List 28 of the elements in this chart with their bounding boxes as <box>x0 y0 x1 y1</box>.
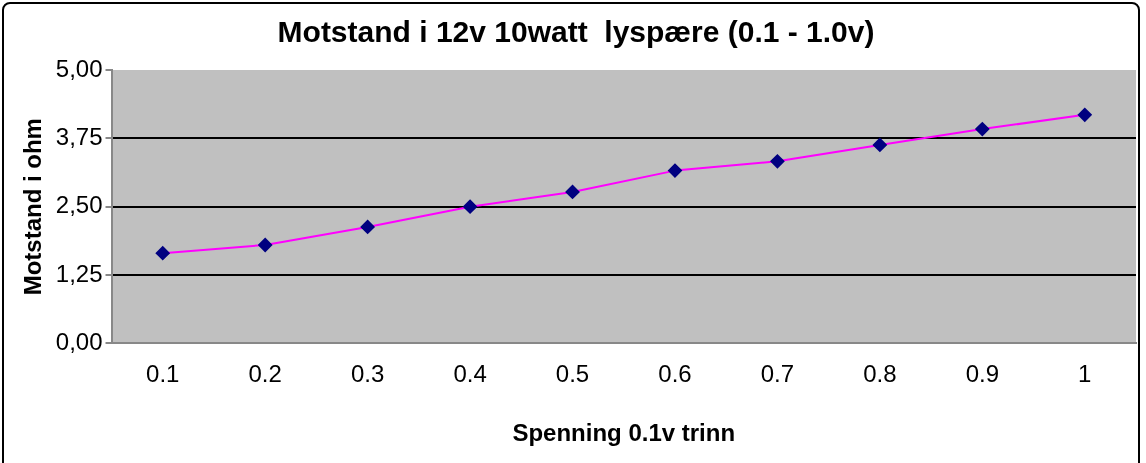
point <box>770 154 785 169</box>
point <box>975 122 990 137</box>
point <box>1077 107 1092 122</box>
x-tick-label: 0.1 <box>146 360 180 388</box>
point <box>872 137 887 152</box>
point <box>463 199 478 214</box>
chart-title: Motstand i 12v 10watt lyspære (0.1 - 1.0v) <box>277 15 875 49</box>
x-tick-label: 1 <box>1078 360 1092 388</box>
y-tick-label: 0,00 <box>55 328 103 356</box>
point <box>155 246 170 261</box>
point <box>667 163 682 178</box>
x-tick-label: 0.5 <box>555 360 590 388</box>
x-tick-label: 0.8 <box>863 360 897 388</box>
point <box>360 219 375 234</box>
x-tick-label: 0.6 <box>658 360 692 388</box>
x-tick-label: 0.3 <box>350 360 385 388</box>
x-tick-label: 0.9 <box>965 360 1000 388</box>
x-tick-label: 0.4 <box>453 360 487 388</box>
y-tick-label: 3,75 <box>55 122 103 150</box>
y-axis-title: Motstand i ohm <box>19 118 47 296</box>
y-tick-label: 5,00 <box>55 54 103 82</box>
point <box>258 237 273 252</box>
point <box>565 184 580 199</box>
y-tick-label: 1,25 <box>55 259 103 287</box>
y-tick-label: 2,50 <box>55 191 103 219</box>
x-tick-label: 0.7 <box>760 360 795 388</box>
x-axis-title: Spenning 0.1v trinn <box>512 419 736 447</box>
x-tick-label: 0.2 <box>248 360 282 388</box>
